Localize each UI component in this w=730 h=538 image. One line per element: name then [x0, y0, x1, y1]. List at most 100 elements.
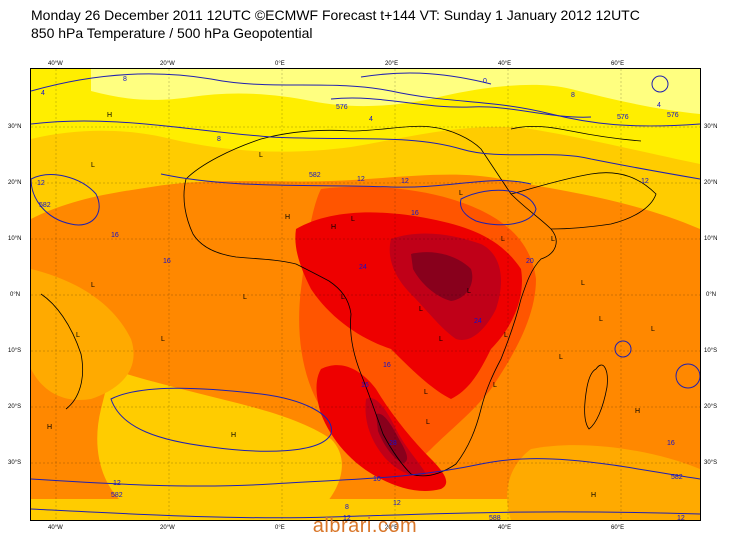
contour-label: 4	[41, 90, 45, 97]
tick-label-top: 20°E	[385, 61, 398, 67]
tick-label-right: 30°S	[704, 460, 717, 466]
tick-label-left: 10°S	[8, 348, 21, 354]
contour-label-layer: 8 4 0 576 8 12 582 16 12 582 4 16 12 16 …	[37, 76, 685, 520]
contour-label: 12	[641, 178, 649, 185]
low-centre: L	[493, 382, 497, 389]
tick-label-top: 20°W	[160, 61, 175, 67]
contour-n-2	[330, 97, 592, 118]
contour-label: 588	[489, 515, 501, 520]
contour-label: 16	[361, 382, 369, 389]
temperature-fill-layer	[31, 69, 700, 520]
low-centre: L	[341, 294, 345, 301]
low-centre: L	[91, 162, 95, 169]
contour-label: 8	[123, 76, 127, 83]
contour-label: 8	[345, 504, 349, 511]
contour-label: 12	[393, 500, 401, 507]
top-axis: 40°W 20°W 0°E 20°E 40°E 60°E	[48, 61, 624, 67]
south-america-coast	[40, 293, 83, 410]
low-centre: L	[651, 326, 655, 333]
contour-label: 4	[657, 102, 661, 109]
tick-label-right: 0°N	[706, 292, 716, 298]
contour-label: 12	[677, 515, 685, 520]
contour-label: 12	[37, 180, 45, 187]
tick-label-right: 10°N	[704, 236, 717, 242]
contour-582-north	[31, 120, 700, 180]
contour-label: 12	[401, 178, 409, 185]
contour-label: 582	[39, 202, 51, 209]
right-axis: 30°N 20°N 10°N 0°N 10°S 20°S 30°S	[704, 124, 717, 466]
low-centre: L	[467, 288, 471, 295]
arabia-coast	[510, 172, 657, 230]
tick-label-left: 0°N	[10, 292, 20, 298]
contour-label: 16	[111, 232, 119, 239]
contour-582-south	[31, 458, 700, 487]
contour-label: 576	[617, 114, 629, 121]
contour-label: 16	[383, 362, 391, 369]
low-centre: L	[351, 216, 355, 223]
contour-label: 582	[111, 492, 123, 499]
map-canvas: 8 4 0 576 8 12 582 16 12 582 4 16 12 16 …	[31, 69, 700, 520]
contour-582-mid	[160, 173, 532, 188]
contour-label: 4	[369, 116, 373, 123]
tick-label-right: 30°N	[704, 124, 717, 130]
tick-label-top: 40°W	[48, 61, 63, 67]
low-centre: L	[551, 236, 555, 243]
contour-label: 24	[359, 264, 367, 271]
chart-header: Monday 26 December 2011 12UTC ©ECMWF For…	[31, 6, 640, 42]
tick-label-top: 40°E	[498, 61, 511, 67]
asia-coast	[510, 125, 642, 142]
contour-label: 20	[526, 258, 534, 265]
contour-low-northeast	[651, 75, 669, 93]
contour-label: 12	[357, 176, 365, 183]
contour-label: 8	[571, 92, 575, 99]
temp-band-lightorange-se	[507, 445, 700, 520]
contour-label: 576	[667, 112, 679, 119]
low-centre: L	[459, 190, 463, 197]
africa-coast	[183, 125, 557, 477]
coastlines	[40, 125, 657, 477]
low-centre: L	[581, 280, 585, 287]
high-centre: H	[635, 408, 640, 415]
high-centre: H	[47, 424, 52, 431]
forecast-map: 8 4 0 576 8 12 582 16 12 582 4 16 12 16 …	[30, 68, 701, 521]
contour-label: 28	[389, 440, 397, 447]
contour-low-west	[31, 174, 100, 226]
pressure-centres: H L L H L L L L H L L L L L L L L H L L …	[47, 112, 655, 499]
high-centre: H	[231, 432, 236, 439]
tick-label-right: 20°N	[704, 180, 717, 186]
low-centre: L	[426, 419, 430, 426]
contour-low-indian-2	[675, 363, 700, 389]
temp-band-darkred-central	[411, 252, 473, 301]
contour-label: 8	[217, 136, 221, 143]
low-centre: L	[424, 389, 428, 396]
contour-high-southatlantic	[110, 387, 332, 452]
temp-band-gold-south-atlantic	[97, 369, 342, 518]
contour-label: 16	[373, 476, 381, 483]
high-centre: H	[107, 112, 112, 119]
low-centre: L	[559, 354, 563, 361]
graticule	[31, 69, 700, 520]
madagascar-coast	[584, 364, 608, 430]
forecast-subtitle: 850 hPa Temperature / 500 hPa Geopotenti…	[31, 25, 313, 41]
low-centre: L	[91, 282, 95, 289]
low-centre: L	[76, 332, 80, 339]
contour-label: 24	[474, 318, 482, 325]
high-centre: H	[285, 214, 290, 221]
contour-label: 16	[667, 440, 675, 447]
tick-label-left: 30°S	[8, 460, 21, 466]
high-centre: H	[591, 492, 596, 499]
low-centre: L	[243, 294, 247, 301]
contour-label: 16	[163, 258, 171, 265]
left-axis: 30°N 20°N 10°N 0°N 10°S 20°S 30°S	[8, 124, 21, 466]
contour-label: 12	[343, 515, 351, 520]
contour-label: 576	[336, 104, 348, 111]
low-centre: L	[259, 152, 263, 159]
tick-label-top: 60°E	[611, 61, 624, 67]
contour-label: 582	[671, 474, 683, 481]
tick-label-right: 20°S	[704, 404, 717, 410]
tick-label-left: 20°N	[8, 180, 21, 186]
tick-label-left: 30°N	[8, 124, 21, 130]
temp-band-lightorange-sw	[31, 269, 134, 400]
geopotential-contours	[31, 72, 700, 519]
forecast-title: Monday 26 December 2011 12UTC ©ECMWF For…	[31, 7, 640, 23]
